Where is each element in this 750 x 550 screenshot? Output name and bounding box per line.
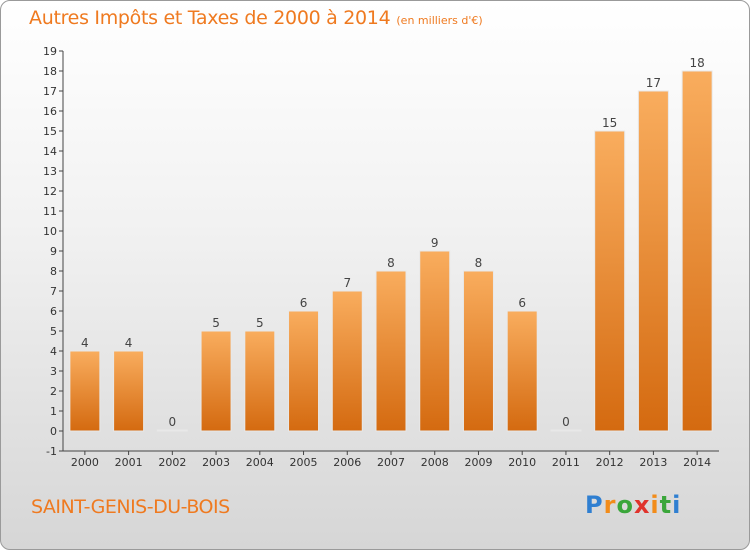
bar-value-label: 7 [343,276,351,290]
x-tick-label: 2010 [508,456,536,469]
bar [375,270,407,432]
bar [156,429,188,432]
bar-value-label: 8 [475,256,483,270]
bar-value-label: 9 [431,236,439,250]
y-tick-label: 3 [50,365,57,378]
x-tick-label: 2012 [596,456,624,469]
bar-value-label: 0 [562,415,570,429]
x-tick-label: 2004 [246,456,274,469]
proxiti-logo: Proxiti [585,491,682,519]
y-tick-label: 2 [50,385,57,398]
x-tick-label: 2002 [158,456,186,469]
bar [594,130,626,432]
bar-value-label: 4 [81,336,89,350]
y-tick-label: 18 [43,65,57,78]
x-tick-label: 2003 [202,456,230,469]
bar-value-label: 8 [387,256,395,270]
y-tick-label: 12 [43,185,57,198]
bar-value-label: 18 [689,56,704,70]
bar [69,350,101,432]
x-tick-label: 2011 [552,456,580,469]
bar [419,250,451,432]
bars: 4 4 0 5 5 6 7 8 9 8 6 0 15 17 18 [69,56,713,432]
bar [331,290,363,432]
bar [681,70,713,432]
bar-value-label: 4 [125,336,133,350]
bar-value-label: 17 [646,76,661,90]
y-tick-label: 5 [50,325,57,338]
chart-title: Autres Impôts et Taxes de 2000 à 2014 (en… [29,7,483,29]
bar [506,310,538,432]
y-tick-label: 4 [50,345,57,358]
x-tick-label: 2001 [115,456,143,469]
bar-value-label: 6 [518,296,526,310]
bar-value-label: 0 [169,415,177,429]
y-tick-label: 7 [50,285,57,298]
bar [637,90,669,432]
y-tick-label: 19 [43,45,57,58]
bar-value-label: 15 [602,116,617,130]
y-tick-label: 6 [50,305,57,318]
y-tick-label: 10 [43,225,57,238]
y-tick-label: 9 [50,245,57,258]
y-tick-label: 8 [50,265,57,278]
x-tick-label: 2008 [421,456,449,469]
bar-value-label: 5 [256,316,264,330]
bar [462,270,494,432]
x-tick-label: 2000 [71,456,99,469]
town-name: SAINT-GENIS-DU-BOIS [31,496,230,518]
unit-text: (en milliers d'€) [396,14,483,27]
x-tick-label: 2007 [377,456,405,469]
y-tick-label: 0 [50,425,57,438]
bar [550,429,582,432]
y-tick-label: 17 [43,85,57,98]
x-tick-label: 2009 [464,456,492,469]
y-tick-label: 15 [43,125,57,138]
bar-value-label: 6 [300,296,308,310]
x-tick-label: 2005 [290,456,318,469]
y-tick-label: -1 [46,445,57,458]
x-tick-label: 2013 [639,456,667,469]
x-tick-label: 2014 [683,456,711,469]
bar [113,350,145,432]
y-tick-label: 16 [43,105,57,118]
x-tick-label: 2006 [333,456,361,469]
title-text: Autres Impôts et Taxes de 2000 à 2014 [29,7,391,29]
bar [200,330,232,432]
y-tick-label: 1 [50,405,57,418]
bar-value-label: 5 [212,316,220,330]
bar [288,310,320,432]
y-tick-label: 11 [43,205,57,218]
bar [244,330,276,432]
y-tick-label: 14 [43,145,57,158]
y-tick-label: 13 [43,165,57,178]
